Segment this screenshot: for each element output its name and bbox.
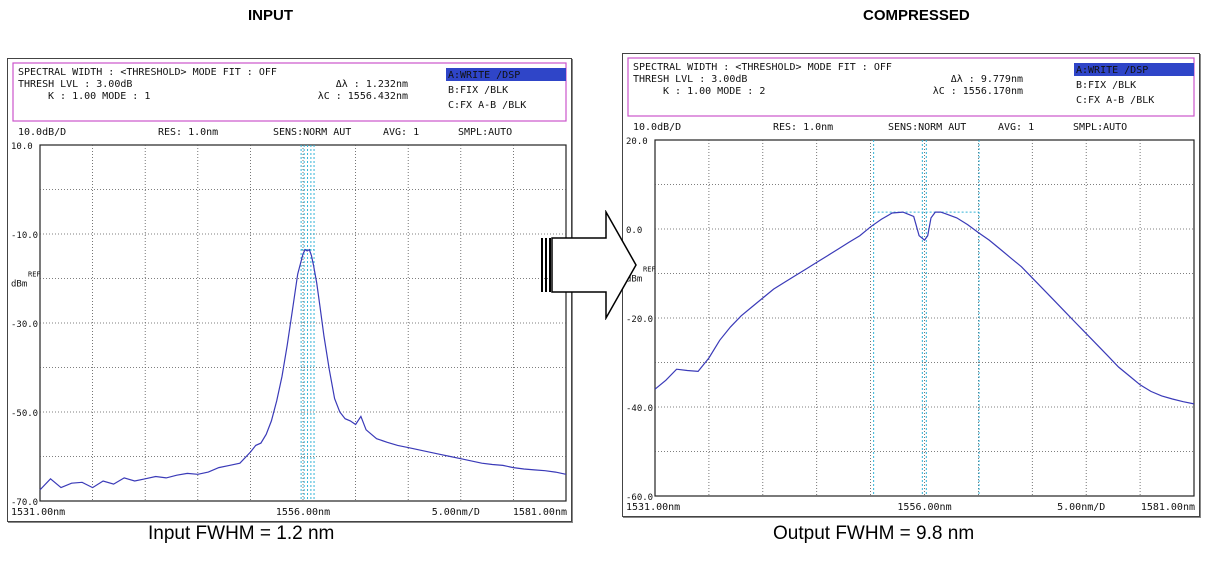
input-y-tick-label: -10.0 — [11, 231, 38, 241]
input-title: INPUT — [248, 7, 293, 24]
input-header-delta-lambda: Δλ : 1.232nm — [336, 79, 408, 90]
compressed-setting-2: RES: 1.0nm — [773, 122, 833, 133]
compressed-y-tick-label: -40.0 — [626, 404, 653, 414]
compressed-spectrum-chart: SPECTRAL WIDTH : <THRESHOLD> MODE FIT : … — [626, 57, 1195, 513]
compressed-setting-1: 10.0dB/D — [633, 122, 681, 133]
input-setting-4: AVG: 1 — [383, 127, 419, 138]
compressed-header-delta-lambda: Δλ : 9.779nm — [951, 74, 1023, 85]
compressed-osa-panel: SPECTRAL WIDTH : <THRESHOLD> MODE FIT : … — [622, 53, 1200, 517]
input-spectrum-chart: SPECTRAL WIDTH : <THRESHOLD> MODE FIT : … — [11, 62, 567, 518]
compressed-x-tick-end: 1581.00nm — [1141, 502, 1195, 513]
input-ref-label: REF — [28, 271, 41, 279]
input-y-tick-label: -50.0 — [11, 409, 38, 419]
input-y-tick-label: 10.0 — [11, 142, 33, 152]
compressed-header-thresh: THRESH LVL : 3.00dB — [633, 74, 747, 85]
compressed-header-k-mode: K : 1.00 MODE : 2 — [663, 86, 765, 97]
input-fwhm-caption: Input FWHM = 1.2 nm — [148, 523, 335, 544]
input-header-thresh: THRESH LVL : 3.00dB — [18, 79, 132, 90]
compressed-unit-label: dBm — [626, 275, 642, 285]
input-y-tick-label: -70.0 — [11, 498, 38, 508]
compressed-status-3: C:FX A-B /BLK — [1076, 95, 1154, 106]
compressed-status-1: A:WRITE /DSP — [1076, 65, 1148, 76]
input-x-tick-center: 1556.00nm — [276, 507, 330, 518]
compressed-y-tick-label: -20.0 — [626, 315, 653, 325]
compressed-ref-label: REF — [643, 266, 656, 274]
compressed-setting-4: AVG: 1 — [998, 122, 1034, 133]
compressed-header-line1: SPECTRAL WIDTH : <THRESHOLD> MODE FIT : … — [633, 62, 892, 73]
output-fwhm-caption: Output FWHM = 9.8 nm — [773, 523, 975, 544]
compressed-y-tick-label: 0.0 — [626, 226, 642, 236]
input-y-tick-label: -30.0 — [11, 320, 38, 330]
input-setting-3: SENS:NORM AUT — [273, 127, 351, 138]
input-x-tick-scale: 5.00nm/D — [432, 507, 480, 518]
input-header-k-mode: K : 1.00 MODE : 1 — [48, 91, 150, 102]
input-setting-1: 10.0dB/D — [18, 127, 66, 138]
compressed-x-tick-scale: 5.00nm/D — [1057, 502, 1105, 513]
compressed-y-tick-label: 20.0 — [626, 137, 648, 147]
input-spectrum-trace — [39, 248, 567, 491]
compressed-setting-3: SENS:NORM AUT — [888, 122, 966, 133]
input-status-2: B:FIX /BLK — [448, 85, 508, 96]
input-setting-2: RES: 1.0nm — [158, 127, 218, 138]
input-status-3: C:FX A-B /BLK — [448, 100, 526, 111]
compressed-x-tick-center: 1556.00nm — [897, 502, 951, 513]
input-x-tick-end: 1581.00nm — [513, 507, 567, 518]
right-arrow-icon — [538, 209, 638, 325]
compressed-setting-5: SMPL:AUTO — [1073, 122, 1127, 133]
compressed-x-tick-start: 1531.00nm — [626, 502, 680, 513]
input-header-line1: SPECTRAL WIDTH : <THRESHOLD> MODE FIT : … — [18, 67, 277, 78]
input-status-1: A:WRITE /DSP — [448, 70, 520, 81]
compressed-spectrum-trace — [654, 211, 1195, 405]
input-status-highlight — [446, 68, 566, 81]
input-setting-5: SMPL:AUTO — [458, 127, 512, 138]
compressed-y-tick-label: -60.0 — [626, 493, 653, 503]
compressed-status-highlight — [1074, 63, 1194, 76]
input-header-lambda-c: λC : 1556.432nm — [318, 91, 408, 102]
input-x-tick-start: 1531.00nm — [11, 507, 65, 518]
input-osa-panel: SPECTRAL WIDTH : <THRESHOLD> MODE FIT : … — [7, 58, 572, 522]
compressed-title: COMPRESSED — [863, 7, 970, 24]
compressed-status-2: B:FIX /BLK — [1076, 80, 1136, 91]
input-unit-label: dBm — [11, 280, 27, 290]
compressed-header-lambda-c: λC : 1556.170nm — [933, 86, 1023, 97]
